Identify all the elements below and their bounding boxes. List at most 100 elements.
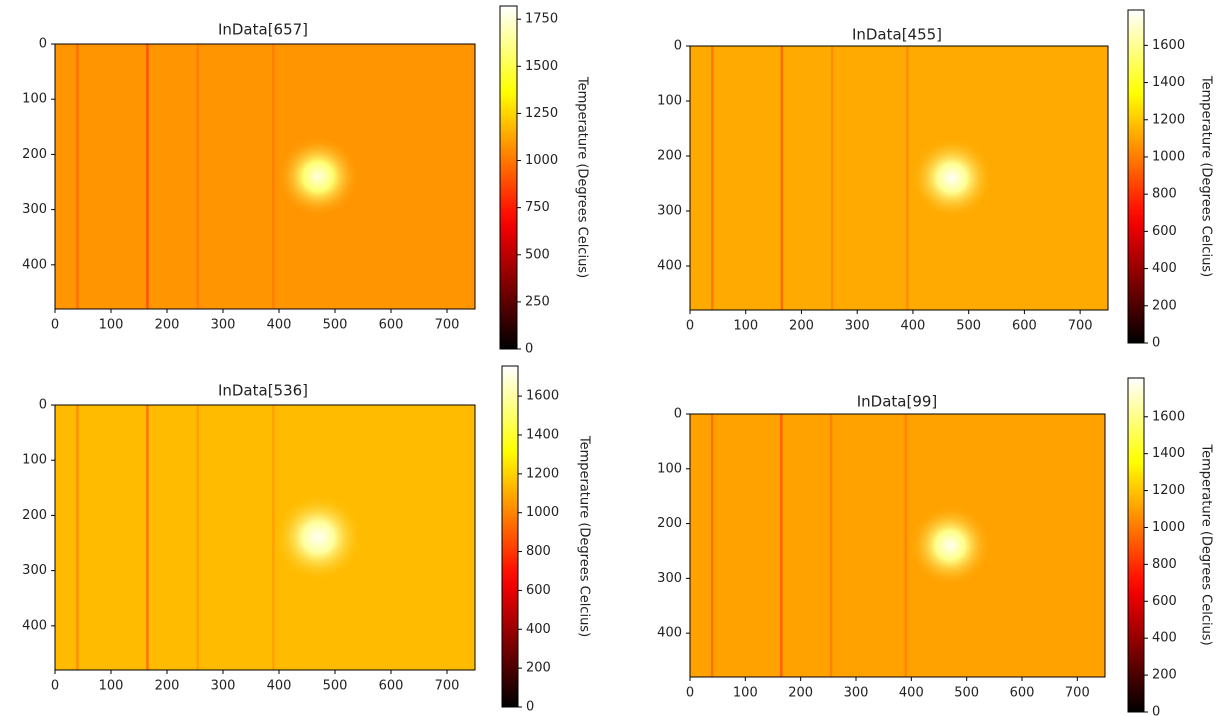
y-tick-label: 0 — [674, 39, 682, 54]
x-tick-label: 500 — [954, 686, 979, 701]
heatmap-background — [690, 414, 1105, 677]
colorbar-tick-label: 1000 — [1152, 149, 1185, 164]
y-tick-label: 100 — [22, 453, 47, 468]
x-tick-label: 100 — [733, 319, 758, 334]
colorbar-tick-label: 1400 — [1152, 75, 1185, 90]
colorbar-tick-label: 1600 — [1152, 38, 1185, 53]
colorbar-tick-label: 250 — [525, 294, 550, 309]
x-tick-label: 0 — [51, 318, 59, 333]
y-tick-label: 400 — [657, 259, 682, 274]
x-tick-label: 0 — [51, 679, 59, 694]
colorbar-label: Temperature (Degrees Celcius) — [1199, 443, 1214, 645]
colorbar-tick-label: 400 — [1152, 261, 1177, 276]
colorbar-tick-label: 1200 — [1152, 483, 1185, 498]
colorbar-tick-label: 600 — [526, 583, 551, 598]
heatmap-background — [55, 405, 475, 670]
colorbar-label: Temperature (Degrees Celcius) — [1199, 75, 1214, 277]
colorbar-tick-label: 500 — [525, 247, 550, 262]
panel: InData[99] 0 100 200 300 400 500 600 700 0 100 200 3… — [657, 377, 1214, 716]
colorbar-tick-label: 400 — [1152, 631, 1177, 646]
colorbar-tick-label: 0 — [526, 700, 534, 715]
x-tick-label: 600 — [379, 318, 404, 333]
colorbar-tick-label: 0 — [1152, 336, 1160, 351]
axes-frame — [54, 404, 476, 671]
colorbar-tick-label: 1600 — [1152, 409, 1185, 424]
colorbar-tick-label: 1000 — [525, 153, 558, 168]
x-tick-label: 300 — [845, 319, 870, 334]
streak — [146, 44, 149, 309]
x-tick-label: 200 — [788, 686, 813, 701]
colorbar-tick-label: 1750 — [525, 12, 558, 27]
heatmap-image — [690, 46, 1108, 310]
heatmap-background — [55, 44, 475, 309]
y-tick-label: 0 — [39, 37, 47, 52]
x-tick-label: 700 — [1065, 686, 1090, 701]
hotspot — [908, 504, 992, 587]
x-tick-label: 200 — [155, 679, 180, 694]
colorbar-tick-label: 800 — [526, 544, 551, 559]
colorbar-tick-label: 1000 — [526, 505, 559, 520]
streak — [711, 46, 714, 310]
streak — [76, 405, 79, 670]
y-tick-label: 200 — [22, 508, 47, 523]
colorbar-tick-label: 400 — [526, 622, 551, 637]
streak — [906, 46, 909, 310]
y-tick-label: 200 — [22, 147, 47, 162]
streak — [146, 405, 149, 670]
panel-title: InData[455] — [852, 26, 942, 44]
streak — [780, 46, 784, 310]
colorbar-tick-label: 1400 — [1152, 446, 1185, 461]
streak — [272, 44, 275, 309]
colorbar-label: Temperature (Degrees Celcius) — [577, 435, 592, 637]
panel-title: InData[657] — [218, 21, 308, 39]
y-tick-label: 0 — [674, 407, 682, 422]
heatmap-image — [55, 44, 475, 309]
colorbar-tick-label: 1200 — [526, 466, 559, 481]
streak — [76, 44, 79, 309]
axes-frame — [54, 43, 476, 310]
x-tick-label: 500 — [323, 318, 348, 333]
colorbar-tick-label: 200 — [1152, 668, 1177, 683]
streak — [829, 414, 833, 677]
x-tick-label: 100 — [99, 318, 124, 333]
colorbar-tick-label: 200 — [1152, 298, 1177, 313]
x-tick-label: 700 — [435, 318, 460, 333]
colorbar-tick-label: 200 — [526, 661, 551, 676]
streak — [904, 414, 907, 677]
x-tick-label: 100 — [733, 686, 758, 701]
x-tick-label: 0 — [686, 319, 694, 334]
y-tick-label: 0 — [39, 398, 47, 413]
axes-frame — [689, 45, 1109, 311]
panel: InData[455] 0 100 200 300 400 500 600 700 0 100 200… — [657, 9, 1214, 351]
x-tick-label: 700 — [435, 679, 460, 694]
x-tick-label: 400 — [267, 318, 292, 333]
hotspot — [273, 493, 364, 582]
hotspot — [910, 136, 994, 220]
colorbar-tick-label: 600 — [1152, 224, 1177, 239]
x-tick-label: 300 — [211, 679, 236, 694]
panel-title: InData[536] — [218, 382, 308, 400]
x-tick-label: 600 — [379, 679, 404, 694]
x-tick-label: 600 — [1010, 686, 1035, 701]
y-tick-label: 200 — [657, 516, 682, 531]
colorbar-tick-label: 800 — [1152, 187, 1177, 202]
colorbar-tick-label: 750 — [525, 200, 550, 215]
colorbar-tick-label: 1000 — [1152, 520, 1185, 535]
x-tick-label: 400 — [267, 679, 292, 694]
colorbar-label: Temperature (Degrees Celcius) — [575, 76, 590, 278]
x-tick-label: 200 — [789, 319, 814, 334]
panel: InData[657] 0 100 200 300 400 500 600 700 0 100 200… — [22, 5, 590, 357]
colorbar — [1127, 377, 1145, 713]
colorbar-tick-label: 600 — [1152, 594, 1177, 609]
colorbar-tick-label: 1500 — [525, 59, 558, 74]
y-tick-label: 400 — [657, 626, 682, 641]
y-tick-label: 300 — [22, 202, 47, 217]
x-tick-label: 500 — [956, 319, 981, 334]
colorbar-tick-label: 1200 — [1152, 112, 1185, 127]
y-tick-label: 400 — [22, 257, 47, 272]
streak — [196, 44, 199, 309]
x-tick-label: 0 — [686, 686, 694, 701]
colorbar-tick-label: 0 — [525, 342, 533, 357]
colorbar-tick-label: 0 — [1152, 705, 1160, 716]
